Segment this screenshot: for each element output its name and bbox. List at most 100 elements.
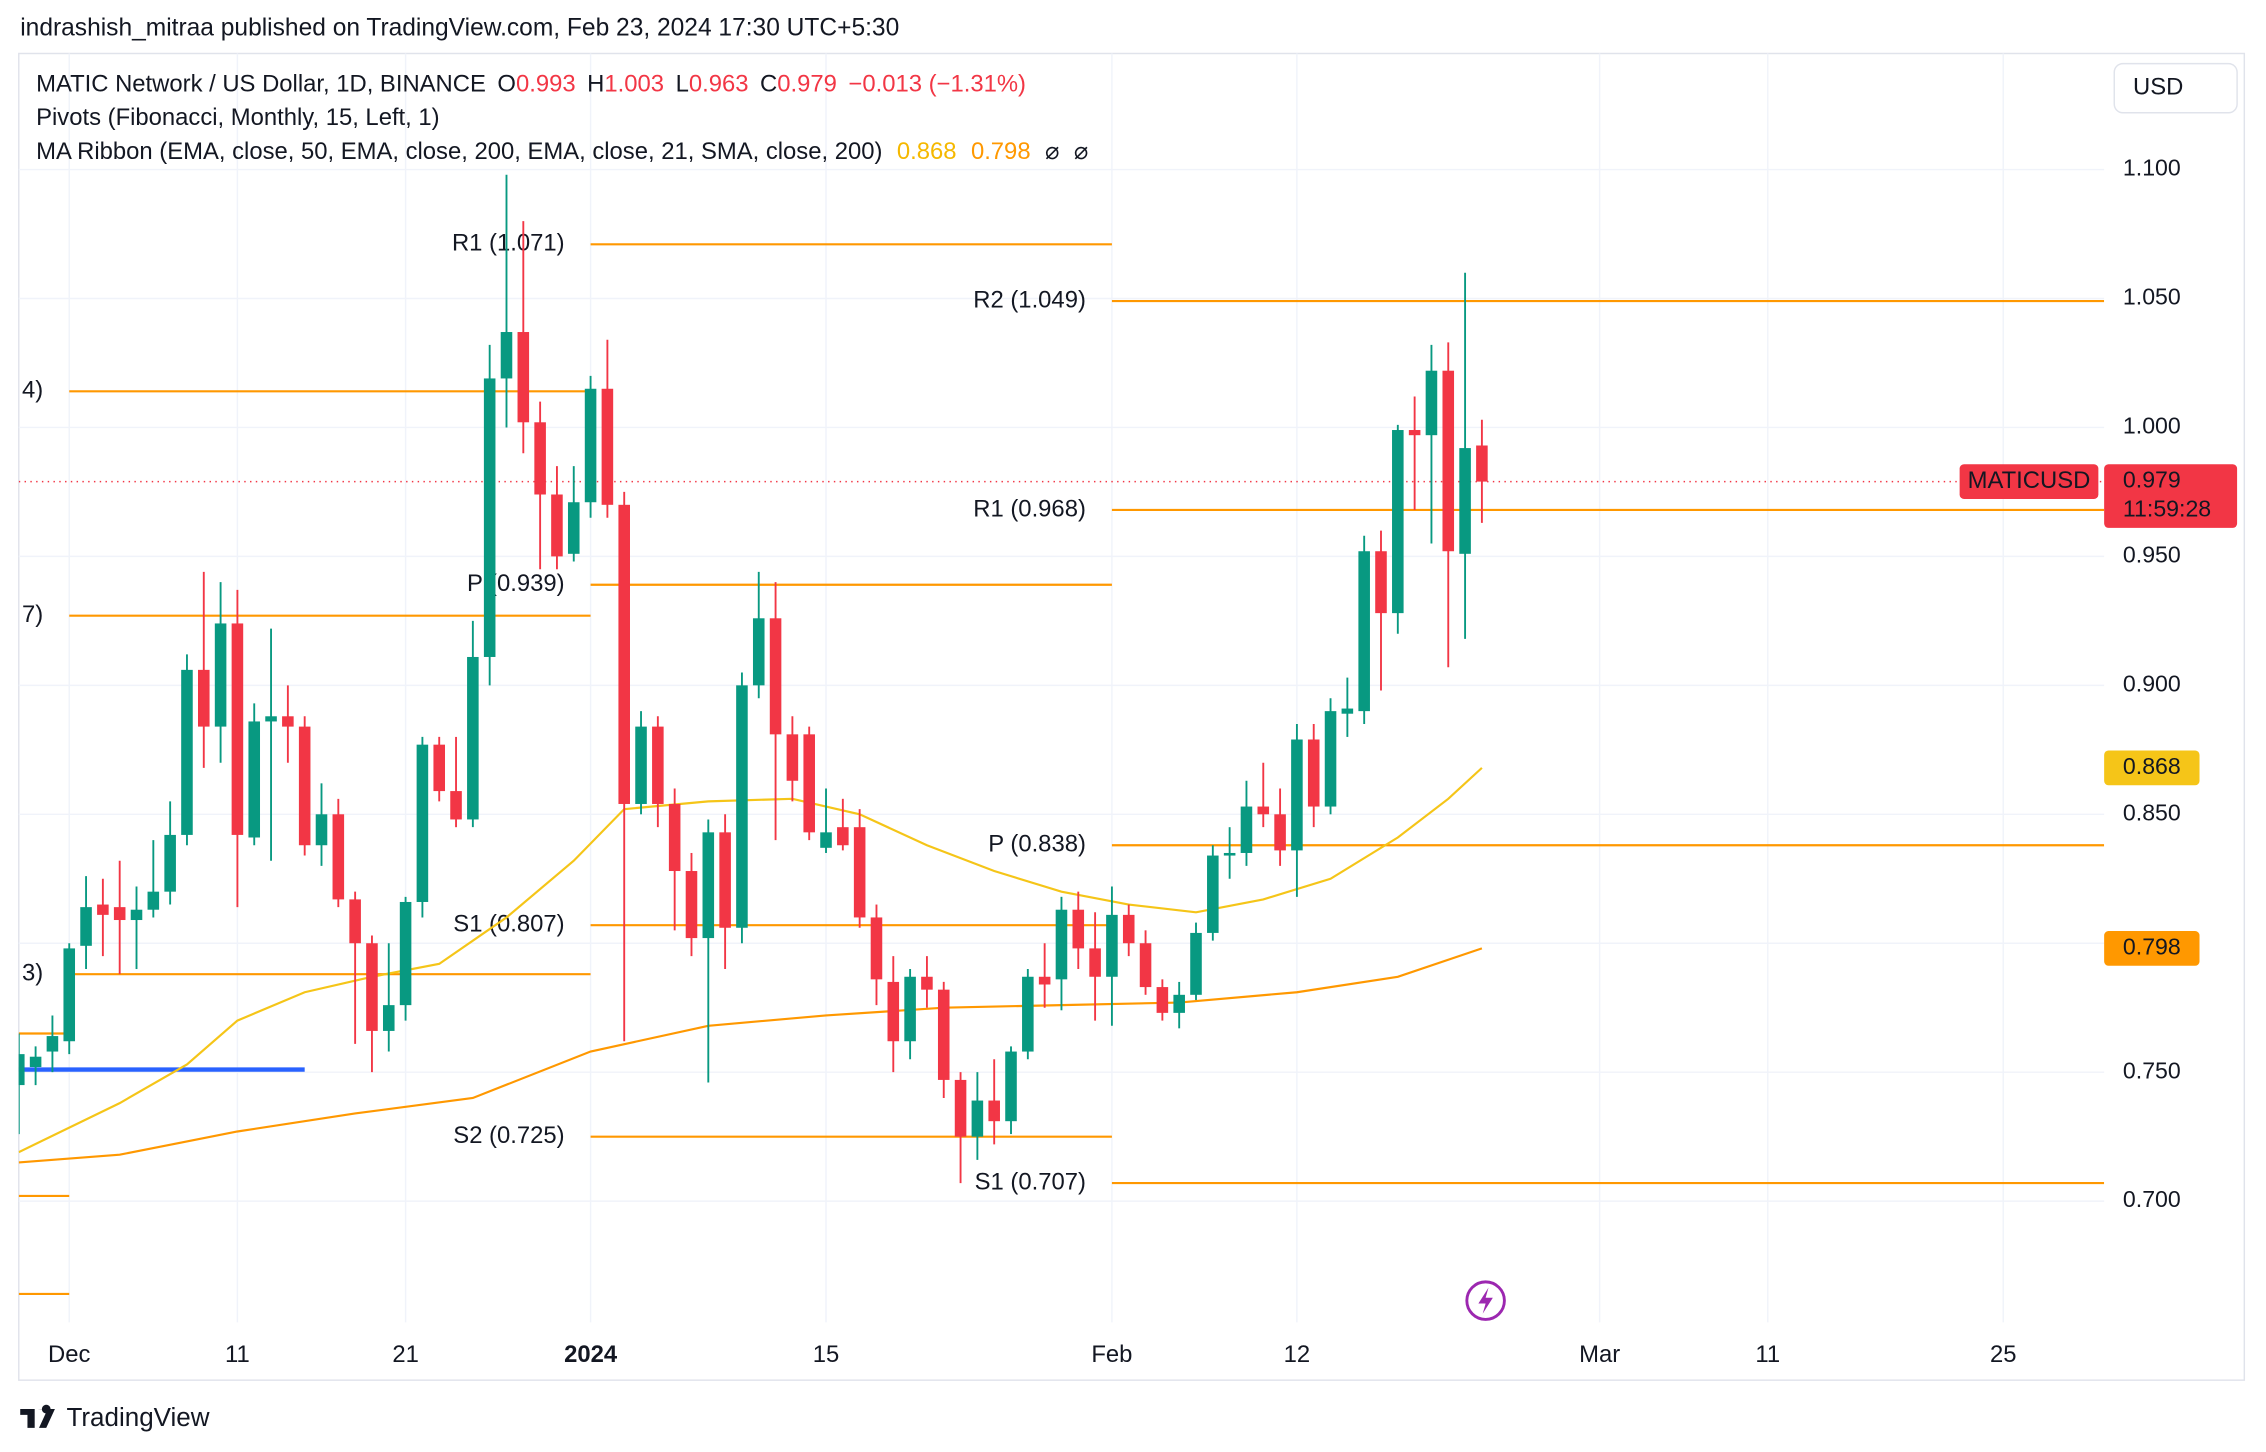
y-tick-label: 1.100 [2123, 155, 2181, 181]
legend-line-3: MA Ribbon (EMA, close, 50, EMA, close, 2… [36, 139, 1088, 166]
legend-high: 1.003 [604, 71, 664, 98]
candle-body [652, 726, 664, 804]
candle-body [635, 726, 647, 804]
legend-ma-1: 0.868 [897, 139, 957, 166]
candle-body [937, 989, 950, 1080]
candle-body [1307, 739, 1320, 807]
candle-body [853, 827, 866, 918]
legend-l: L [676, 71, 689, 98]
candle-body [1156, 987, 1169, 1013]
ma-line [18, 947, 1483, 1164]
candle-body [1442, 370, 1455, 552]
legend-na-1: ⌀ [1045, 139, 1059, 166]
candle-body [298, 726, 311, 846]
legend-c: C [760, 71, 777, 98]
candle-body [1173, 994, 1185, 1013]
candle-body [668, 803, 681, 872]
x-tick-label: Dec [48, 1341, 90, 1368]
candle-body [1375, 551, 1387, 614]
candle-body [113, 907, 126, 921]
x-tick-label: 12 [1284, 1341, 1311, 1368]
pivot-label: R2 (1.049) [973, 286, 1086, 313]
ma-label: 0.868 [2123, 753, 2181, 779]
legend-title: MATIC Network / US Dollar, 1D, BINANCE [36, 71, 486, 98]
currency-label[interactable]: USD [2133, 73, 2183, 100]
header: indrashish_mitraa published on TradingVi… [20, 14, 899, 41]
legend-low: 0.963 [689, 71, 749, 98]
candle-body [971, 1100, 984, 1137]
candle-body [1291, 739, 1303, 851]
candle-body [214, 623, 227, 727]
candle-body [1106, 914, 1118, 977]
y-tick-label: 0.700 [2123, 1186, 2181, 1212]
ma-label: 0.798 [2123, 934, 2181, 960]
candle-body [685, 871, 698, 939]
legend-change: −0.013 (−1.31%) [848, 71, 1026, 98]
y-tick-label: 0.750 [2123, 1057, 2181, 1083]
candle-body [164, 834, 176, 892]
candle-body [1341, 708, 1354, 714]
candle-body [46, 1036, 59, 1052]
brand-logo[interactable] [20, 1404, 55, 1428]
brand[interactable]: TradingView [20, 1402, 210, 1432]
candle-body [315, 814, 328, 846]
legend-ma-2: 0.798 [971, 139, 1031, 166]
candle-body [97, 904, 109, 915]
candle-body [517, 332, 530, 423]
x-tick-label: 11 [225, 1341, 250, 1368]
brand-name[interactable]: TradingView [66, 1402, 209, 1432]
candle-body [1408, 430, 1421, 436]
candle-body [1139, 943, 1152, 988]
candle-body [1055, 909, 1068, 980]
candle-body [887, 981, 900, 1042]
candle-body [181, 669, 193, 835]
pivot-label: R1 (0.968) [973, 495, 1086, 522]
candle-body [567, 502, 580, 554]
candle-body [1274, 814, 1286, 851]
legend-line-1: MATIC Network / US Dollar, 1D, BINANCE O 0… [36, 71, 1026, 98]
legend-close: 0.979 [777, 71, 837, 98]
candle-body [551, 494, 563, 557]
axes: Dec1121202415Feb12Mar11250.7000.7500.800… [48, 155, 2238, 1368]
candle-body [1072, 909, 1085, 949]
candle-body [1005, 1051, 1017, 1122]
candle-body [1425, 370, 1438, 436]
pivot-label: 4) [22, 377, 43, 404]
currency-button[interactable]: USD [2113, 62, 2238, 114]
x-tick-label: Feb [1091, 1341, 1132, 1368]
candle-body [1358, 551, 1370, 712]
candle-body [601, 388, 614, 505]
candle-body [1207, 855, 1219, 933]
y-tick-label: 0.900 [2123, 670, 2181, 696]
candle-body [416, 744, 429, 902]
legend-ribbon: MA Ribbon (EMA, close, 50, EMA, close, 2… [36, 139, 882, 166]
candle-body [399, 901, 412, 1006]
candle-body [837, 827, 849, 846]
plot-area: 4)7)3)R1 (1.071)P (0.939)S1 (0.807)S2 (0… [18, 174, 2105, 1296]
candle-body [769, 618, 782, 735]
candle-body [1190, 932, 1202, 995]
y-tick-label: 1.000 [2123, 413, 2181, 439]
x-tick-label: 21 [392, 1341, 419, 1368]
candle-body [904, 976, 916, 1042]
candle-body [1122, 914, 1135, 944]
candle-body [1089, 948, 1101, 977]
x-tick-label: 15 [813, 1341, 840, 1368]
candle-body [63, 948, 76, 1042]
ma-badge [2104, 750, 2200, 786]
legend-o: O [497, 71, 516, 98]
ma-badge [2104, 931, 2200, 966]
currency-button-box[interactable] [2113, 62, 2238, 114]
legend-h: H [587, 71, 604, 98]
price-badge [2104, 464, 2238, 528]
icon-bolt[interactable] [1478, 1287, 1493, 1314]
pivot-label: P (0.939) [467, 570, 565, 597]
candle-body [349, 899, 361, 944]
y-tick-label: 0.950 [2123, 542, 2181, 568]
lightning-icon[interactable] [1465, 1280, 1506, 1321]
candle-body [736, 685, 748, 928]
candle-body [265, 716, 277, 722]
price-label: 0.979 [2123, 467, 2181, 493]
